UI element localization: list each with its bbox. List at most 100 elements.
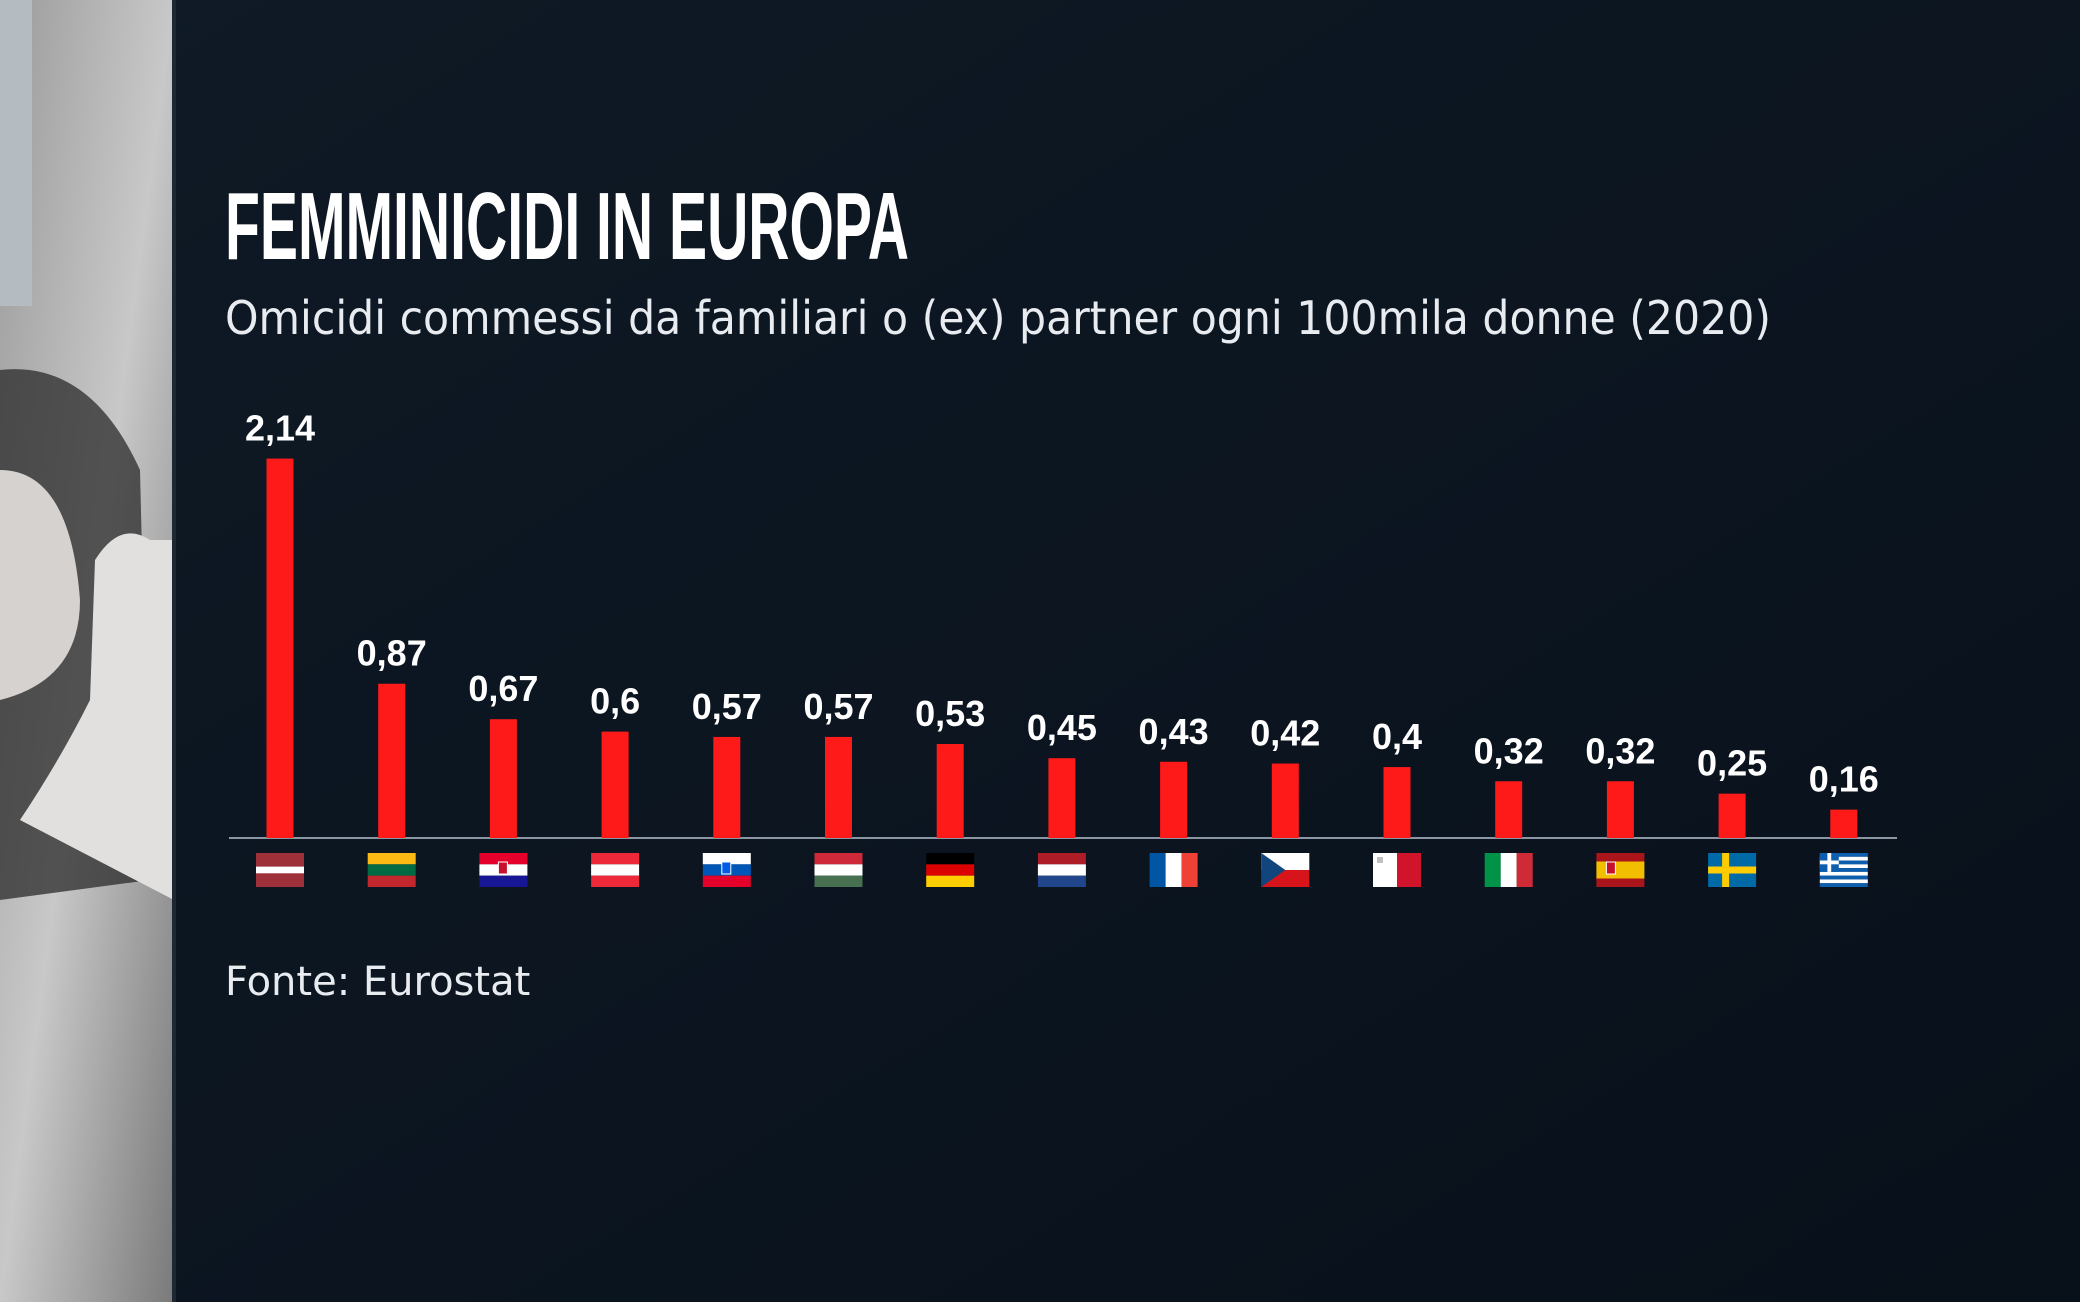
country-flag <box>256 853 304 887</box>
flag-cross <box>1708 866 1757 874</box>
photo-face <box>0 470 80 700</box>
bar <box>1830 809 1858 838</box>
flag-stripe <box>1819 860 1868 865</box>
flag-emblem <box>721 861 732 875</box>
country-flag <box>1149 853 1198 887</box>
flag-stripe <box>1819 853 1868 857</box>
value-label: 0,53 <box>915 693 985 734</box>
flag-stripe <box>1037 864 1086 876</box>
bar <box>489 719 517 838</box>
chart-title: FEMMINICIDI IN EUROPA <box>225 173 909 280</box>
flag-stripe <box>1397 853 1421 887</box>
value-label: 0,42 <box>1250 713 1320 754</box>
value-label: 0,6 <box>590 681 640 722</box>
flag-stripe <box>479 853 528 865</box>
value-label: 0,4 <box>1372 716 1422 757</box>
flag-stripe <box>814 875 863 887</box>
flag-stripe <box>1596 853 1645 862</box>
flag-stripe <box>814 853 863 865</box>
flag-stripe <box>1819 871 1868 876</box>
photo-detail <box>0 0 32 306</box>
value-label: 0,87 <box>357 633 427 674</box>
flag-stripe <box>1819 883 1868 887</box>
value-label: 0,57 <box>692 686 762 727</box>
flag-stripe <box>256 873 304 887</box>
photo-hand <box>20 533 174 900</box>
country-flag <box>1373 853 1421 887</box>
flag-stripe <box>591 875 640 887</box>
country-flag <box>1596 853 1645 887</box>
flag-stripe <box>256 853 304 867</box>
country-flag <box>926 853 975 887</box>
flag-stripe <box>926 875 975 887</box>
flag-stripe <box>926 864 975 876</box>
bar <box>378 683 406 838</box>
flag-stripe <box>702 875 751 887</box>
bar <box>936 744 964 838</box>
bar <box>1160 761 1188 838</box>
bar <box>1271 763 1299 838</box>
flag-stripe <box>1596 878 1645 887</box>
panel-edge <box>172 0 176 1302</box>
country-flag <box>1484 853 1533 887</box>
flag-emblem <box>497 861 508 875</box>
value-label: 2,14 <box>245 408 315 449</box>
country-flag <box>702 853 751 887</box>
country-flag <box>367 853 416 887</box>
value-label: 0,25 <box>1697 743 1767 784</box>
country-flag <box>1261 853 1310 887</box>
value-label: 0,43 <box>1139 711 1209 752</box>
value-label: 0,45 <box>1027 707 1097 748</box>
photo-panel <box>0 0 176 1302</box>
bar <box>1048 758 1076 838</box>
bar <box>713 736 741 838</box>
source-note: Fonte: Eurostat <box>225 959 530 1005</box>
bar <box>825 736 852 838</box>
flag-stripe <box>1149 853 1166 887</box>
flag-stripe <box>1819 868 1868 872</box>
flag-stripe <box>367 864 416 876</box>
bar <box>266 458 294 838</box>
flag-emblem <box>1377 857 1383 863</box>
flag-triangle <box>1261 853 1286 887</box>
flag-stripe <box>1819 879 1868 884</box>
flag-stripe <box>1819 875 1868 880</box>
bar <box>1718 793 1746 838</box>
flag-stripe <box>1165 853 1182 887</box>
country-flag <box>479 853 528 887</box>
flag-stripe <box>591 853 640 865</box>
bar <box>1495 781 1523 838</box>
flag-stripe <box>367 853 416 865</box>
flag-stripe <box>1596 861 1645 879</box>
value-label: 0,16 <box>1809 759 1879 800</box>
flag-stripe <box>1819 856 1868 861</box>
flag-stripe <box>256 866 304 874</box>
flag-stripe <box>1037 875 1086 887</box>
value-label: 0,32 <box>1474 730 1544 771</box>
flag-stripe <box>814 864 863 876</box>
value-label: 0,67 <box>468 668 538 709</box>
chart-subtitle: Omicidi commessi da familiari o (ex) par… <box>225 291 1771 345</box>
country-flag <box>814 853 863 887</box>
bar <box>1606 781 1634 838</box>
country-flag <box>591 853 640 887</box>
flag-stripe <box>1516 853 1533 887</box>
value-label: 0,57 <box>803 686 873 727</box>
flag-emblem <box>1605 861 1616 875</box>
flag-stripe <box>367 875 416 887</box>
flag-stripe <box>479 875 528 887</box>
country-flag <box>1819 853 1868 887</box>
flag-stripe <box>1181 853 1198 887</box>
value-label: 0,32 <box>1585 730 1655 771</box>
flag-stripe <box>702 853 751 865</box>
flag-stripe <box>1500 853 1517 887</box>
flag-stripe <box>926 853 975 865</box>
flag-stripe <box>1037 853 1086 865</box>
country-flag <box>1037 853 1086 887</box>
flag-stripe <box>1819 864 1868 869</box>
bar <box>601 731 629 838</box>
flag-stripe <box>591 864 640 876</box>
country-flag <box>1708 853 1757 887</box>
